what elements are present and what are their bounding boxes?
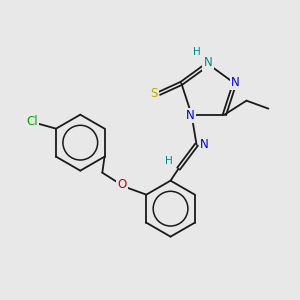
Text: O: O <box>118 178 127 191</box>
Text: N: N <box>186 109 195 122</box>
Text: Cl: Cl <box>26 115 38 128</box>
Text: N: N <box>200 138 209 151</box>
Text: H: H <box>193 47 201 57</box>
Text: N: N <box>231 76 240 89</box>
Text: N: N <box>204 56 212 70</box>
Text: H: H <box>165 156 172 166</box>
Text: S: S <box>151 87 158 100</box>
